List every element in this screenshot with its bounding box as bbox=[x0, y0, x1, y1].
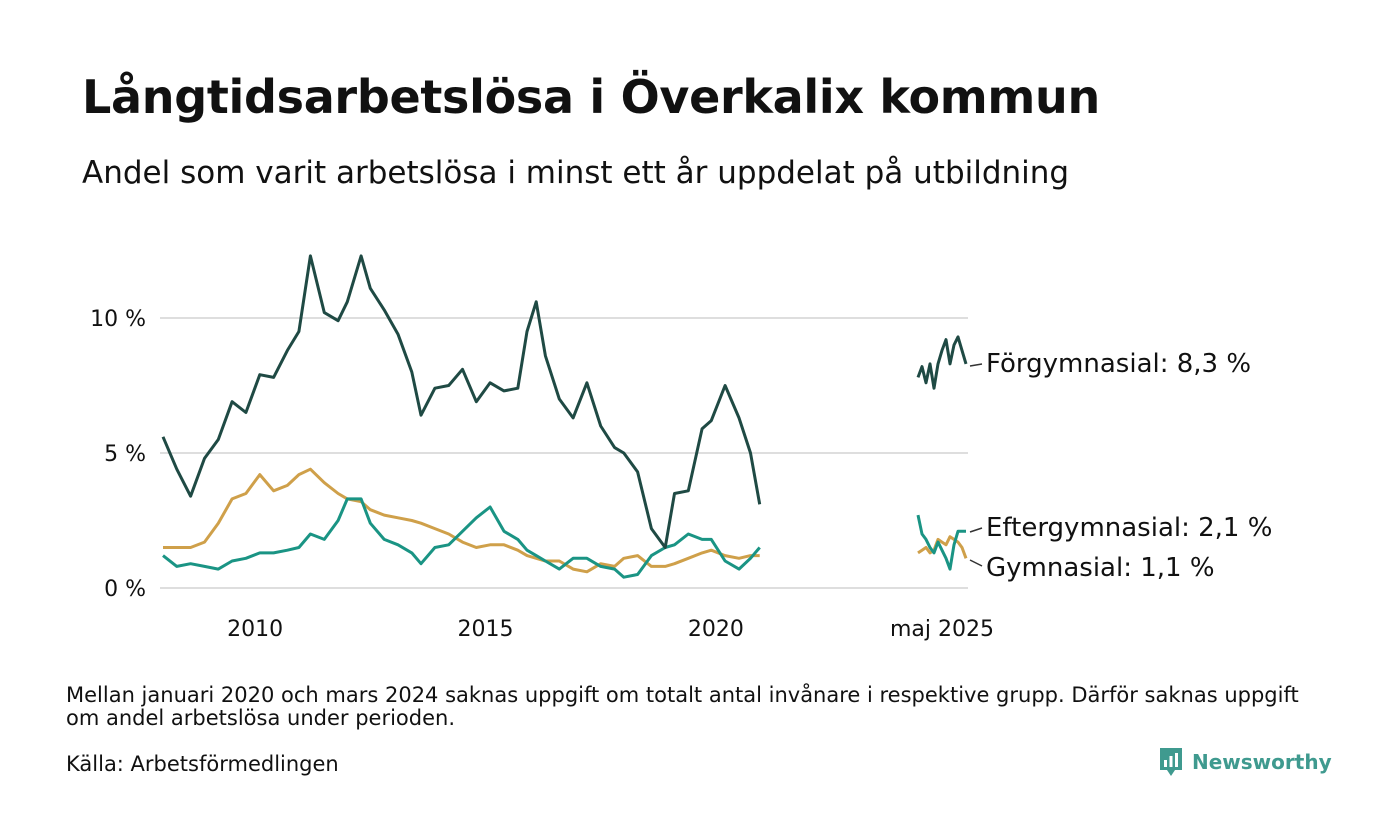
series-end-label: Förgymnasial: 8,3 % bbox=[986, 349, 1251, 379]
brand-name: Newsworthy bbox=[1192, 750, 1332, 774]
leader-line bbox=[969, 527, 983, 533]
series-line-gymnasial bbox=[163, 467, 760, 574]
brand-logo[interactable]: Newsworthy bbox=[1158, 746, 1332, 778]
newsworthy-logo-icon bbox=[1160, 748, 1182, 776]
series-line-recent-gymnasial bbox=[917, 535, 968, 559]
y-tick-label: 10 % bbox=[90, 307, 146, 332]
label-layer: 0 % 5 % 10 % 2010 2015 2020 maj 2025 Förgymnasi… bbox=[90, 307, 1272, 642]
series-line-recent-eftergymnasial bbox=[916, 514, 966, 571]
y-tick-label: 0 % bbox=[104, 577, 146, 602]
series-end-label: Gymnasial: 1,1 % bbox=[986, 553, 1215, 583]
x-tick-label: 2020 bbox=[688, 617, 744, 642]
line-chart: 0 % 5 % 10 % 2010 2015 2020 maj 2025 Förgymnasi… bbox=[90, 254, 1272, 642]
leader-line bbox=[969, 363, 983, 367]
page-title: Långtidsarbetslösa i Överkalix kommun bbox=[82, 70, 1100, 124]
series-line-förgymnasial bbox=[161, 254, 762, 549]
x-tick-label: 2015 bbox=[458, 617, 514, 642]
page-subtitle: Andel som varit arbetslösa i minst ett å… bbox=[82, 155, 1070, 191]
series-line-recent-förgymnasial bbox=[916, 335, 968, 390]
y-tick-label: 5 % bbox=[104, 442, 146, 467]
grid-layer bbox=[160, 317, 968, 589]
line-layer bbox=[161, 254, 968, 579]
x-tick-label: 2010 bbox=[227, 617, 283, 642]
series-end-label: Eftergymnasial: 2,1 % bbox=[986, 513, 1272, 543]
leader-line bbox=[969, 559, 983, 567]
footnote: Mellan januari 2020 och mars 2024 saknas… bbox=[66, 683, 1299, 730]
x-tick-label-latest: maj 2025 bbox=[890, 617, 994, 642]
source-text: Källa: Arbetsförmedlingen bbox=[66, 752, 339, 776]
